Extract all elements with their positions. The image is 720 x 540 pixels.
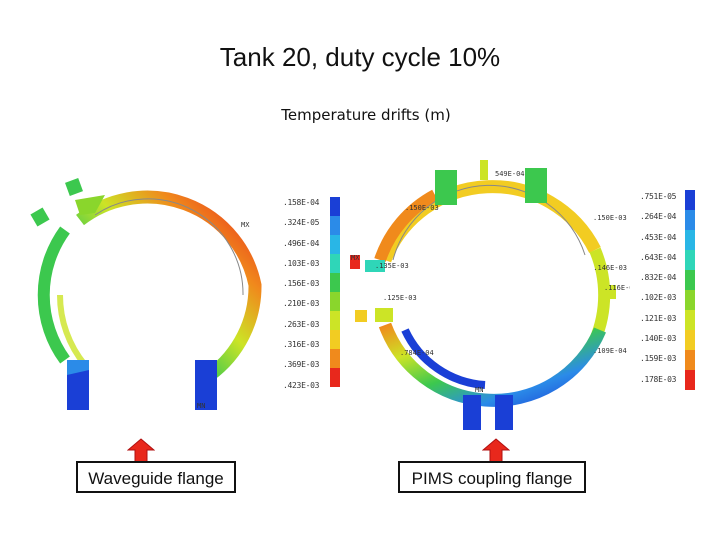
left-legend-label: .103E-03: [283, 258, 320, 268]
color-scale-swatch: [685, 330, 695, 350]
right-annotation: 549E-04: [495, 170, 525, 178]
right-fem-plot: 549E-04 .150E-03 .150E-03 .146E-03 .135E…: [350, 160, 630, 430]
color-scale-swatch: [330, 292, 340, 311]
right-legend-label: .264E-04: [640, 212, 677, 222]
left-mx-label: MX: [241, 221, 250, 229]
right-annotation: .146E-03: [593, 264, 627, 272]
right-mx-label: MX: [351, 254, 360, 262]
color-scale-swatch: [330, 254, 340, 273]
right-legend-label: .453E-04: [640, 232, 677, 242]
left-legend-label: .210E-03: [283, 299, 320, 309]
pims-coupling-flange-callout: PIMS coupling flange: [398, 461, 586, 493]
right-annotation: .784E-04: [400, 349, 434, 357]
right-annotation: .150E-03: [593, 214, 627, 222]
pims-arrow: [482, 438, 510, 463]
color-scale-swatch: [330, 235, 340, 254]
color-scale-swatch: [685, 350, 695, 370]
color-scale-swatch: [685, 230, 695, 250]
right-mn-label: MN: [475, 386, 483, 394]
color-scale-swatch: [330, 273, 340, 292]
left-legend-label: .156E-03: [283, 279, 320, 289]
left-legend-label: .158E-04: [283, 198, 320, 207]
color-scale-swatch: [685, 190, 695, 210]
left-legend-label: .369E-03: [283, 360, 320, 370]
right-annotation: .109E-04: [593, 347, 627, 355]
left-color-scale: [330, 197, 340, 387]
right-legend-label: .102E-03: [640, 293, 677, 303]
color-scale-swatch: [330, 311, 340, 330]
right-legend-label: .832E-04: [640, 273, 677, 283]
right-legend-label: .178E-03: [640, 374, 677, 384]
right-legend-label: .121E-03: [640, 313, 677, 323]
right-legend-label: .159E-03: [640, 354, 677, 364]
right-annotation: .116E-03: [604, 284, 630, 292]
left-legend-label: .496E-04: [283, 238, 320, 248]
color-scale-swatch: [685, 270, 695, 290]
color-scale-swatch: [685, 210, 695, 230]
right-legend-label: .643E-04: [640, 252, 677, 262]
left-mn-label: MN: [197, 402, 205, 410]
waveguide-arrow: [127, 438, 155, 463]
color-scale-swatch: [685, 370, 695, 390]
color-scale-swatch: [330, 368, 340, 387]
left-legend-label: .324E-05: [283, 218, 320, 228]
right-color-scale: [685, 190, 695, 390]
color-scale-swatch: [330, 330, 340, 349]
slide-subtitle: Temperature drifts (m): [281, 106, 451, 124]
left-legend-label: .423E-03: [283, 380, 320, 390]
right-annotation: .150E-03: [405, 204, 439, 212]
left-legend-labels: .158E-04 .324E-05 .496E-04 .103E-03 .156…: [283, 193, 319, 396]
color-scale-swatch: [330, 349, 340, 368]
waveguide-flange-callout: Waveguide flange: [76, 461, 236, 493]
left-legend-label: .316E-03: [283, 340, 320, 350]
right-annotation: .125E-03: [383, 294, 417, 302]
color-scale-swatch: [330, 197, 340, 216]
right-legend-labels: .751E-05 .264E-04 .453E-04 .643E-04 .832…: [640, 187, 676, 390]
slide-title: Tank 20, duty cycle 10%: [219, 42, 501, 72]
right-annotation: .135E-03: [375, 262, 409, 270]
color-scale-swatch: [685, 290, 695, 310]
right-legend-label: .751E-05: [640, 192, 677, 201]
right-legend-label: .140E-03: [640, 334, 677, 344]
color-scale-swatch: [685, 250, 695, 270]
color-scale-swatch: [330, 216, 340, 235]
color-scale-swatch: [685, 310, 695, 330]
left-legend-label: .263E-03: [283, 319, 320, 329]
left-fem-plot: MX MN: [30, 178, 262, 410]
